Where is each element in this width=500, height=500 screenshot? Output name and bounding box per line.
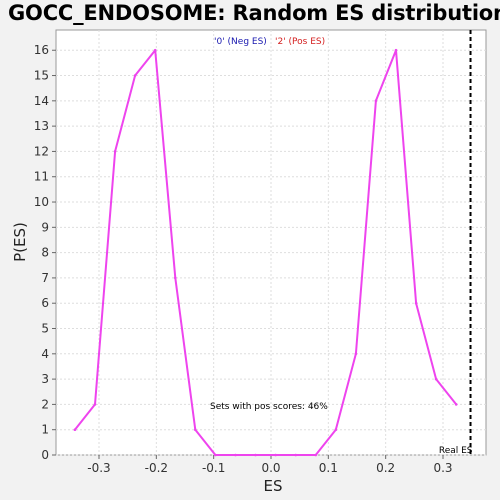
x-tick-label: 0.3 — [433, 461, 452, 475]
y-tick-label: 8 — [41, 246, 49, 260]
real-es-label: Real ES — [439, 446, 473, 456]
y-tick-label: 14 — [34, 94, 49, 108]
x-tick-label: -0.3 — [87, 461, 110, 475]
data-point — [274, 453, 277, 457]
legend-pos: '2' (Pos ES) — [275, 37, 325, 47]
y-tick-label: 3 — [41, 372, 49, 386]
legend-neg: '0' (Neg ES) — [214, 37, 267, 47]
x-tick-label: -0.1 — [202, 461, 225, 475]
data-point — [113, 150, 117, 153]
data-point — [93, 403, 97, 406]
pos-scores-annotation: Sets with pos scores: 46% — [210, 402, 328, 412]
y-tick-label: 7 — [41, 271, 49, 285]
data-point — [133, 74, 137, 77]
data-point — [314, 453, 318, 457]
data-point — [454, 403, 458, 406]
es-distribution-line — [74, 49, 457, 456]
y-tick-label: 4 — [41, 347, 49, 361]
data-point — [73, 428, 77, 432]
data-point — [434, 377, 438, 381]
grid — [56, 30, 486, 456]
y-tick-label: 0 — [41, 448, 49, 462]
data-point — [194, 428, 197, 432]
data-point — [254, 453, 257, 457]
y-tick-label: 11 — [34, 170, 49, 184]
data-point — [153, 48, 157, 52]
data-point — [414, 301, 418, 305]
data-point — [354, 352, 358, 356]
data-point — [374, 99, 378, 103]
y-tick-label: 12 — [34, 144, 49, 158]
data-point — [294, 453, 298, 457]
data-point — [174, 276, 177, 280]
y-tick-label: 1 — [41, 423, 49, 437]
x-tick-label: 0.2 — [376, 461, 395, 475]
y-tick-label: 15 — [34, 69, 49, 83]
data-point — [334, 428, 338, 432]
y-tick-label: 2 — [41, 397, 49, 411]
y-tick-label: 9 — [41, 220, 49, 234]
y-tick-label: 5 — [41, 322, 49, 336]
x-tick-label: 0.1 — [319, 461, 338, 475]
y-tick-label: 6 — [41, 296, 49, 310]
y-axis-label: P(ES) — [11, 222, 29, 262]
series — [73, 48, 458, 457]
y-tick-label: 13 — [34, 119, 49, 133]
real-es-marker: Real ES — [439, 30, 473, 456]
y-tick-label: 16 — [34, 43, 49, 57]
y-tick-label: 10 — [34, 195, 49, 209]
x-axis-label: ES — [264, 477, 283, 495]
data-point — [214, 453, 217, 457]
data-point — [394, 48, 398, 52]
x-tick-label: 0.0 — [261, 461, 280, 475]
chart-title: GOCC_ENDOSOME: Random ES distribution — [8, 1, 500, 25]
x-tick-label: -0.2 — [145, 461, 168, 475]
data-point — [234, 453, 237, 457]
